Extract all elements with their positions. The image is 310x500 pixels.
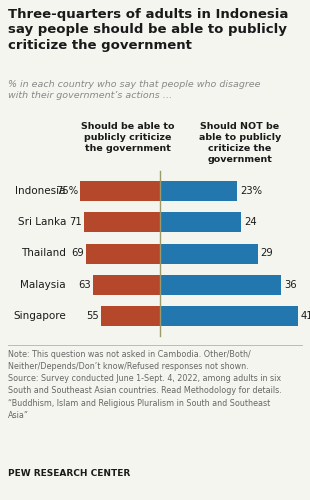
Text: 75%: 75% bbox=[56, 186, 78, 196]
Text: Malaysia: Malaysia bbox=[20, 280, 66, 290]
Text: 71: 71 bbox=[69, 217, 82, 227]
Bar bbox=[101, 306, 160, 326]
Bar bbox=[84, 212, 160, 232]
Text: PEW RESEARCH CENTER: PEW RESEARCH CENTER bbox=[8, 469, 130, 478]
Bar bbox=[93, 275, 160, 295]
Text: Note: This question was not asked in Cambodia. Other/Both/
Neither/Depends/Don’t: Note: This question was not asked in Cam… bbox=[8, 350, 282, 420]
Text: 63: 63 bbox=[78, 280, 91, 290]
Text: Indonesia: Indonesia bbox=[16, 186, 66, 196]
Text: Should be able to
publicly criticize
the government: Should be able to publicly criticize the… bbox=[81, 122, 175, 153]
Text: Thailand: Thailand bbox=[21, 248, 66, 258]
Bar bbox=[160, 244, 258, 264]
Bar bbox=[160, 306, 298, 326]
Text: Sri Lanka: Sri Lanka bbox=[18, 217, 66, 227]
Text: Singapore: Singapore bbox=[13, 312, 66, 322]
Bar bbox=[160, 275, 281, 295]
Text: % in each country who say that people who disagree
with their government’s actio: % in each country who say that people wh… bbox=[8, 80, 260, 100]
Text: 23%: 23% bbox=[241, 186, 262, 196]
Text: 36: 36 bbox=[284, 280, 297, 290]
Text: 69: 69 bbox=[72, 248, 84, 258]
Bar bbox=[80, 180, 160, 201]
Text: 24: 24 bbox=[244, 217, 256, 227]
Bar bbox=[160, 212, 241, 232]
Text: 55: 55 bbox=[86, 312, 99, 322]
Text: 41: 41 bbox=[301, 312, 310, 322]
Text: 29: 29 bbox=[261, 248, 273, 258]
Text: Three-quarters of adults in Indonesia
say people should be able to publicly
crit: Three-quarters of adults in Indonesia sa… bbox=[8, 8, 288, 52]
Bar bbox=[160, 180, 237, 201]
Bar bbox=[86, 244, 160, 264]
Text: Should NOT be
able to publicly
criticize the
government: Should NOT be able to publicly criticize… bbox=[199, 122, 281, 164]
